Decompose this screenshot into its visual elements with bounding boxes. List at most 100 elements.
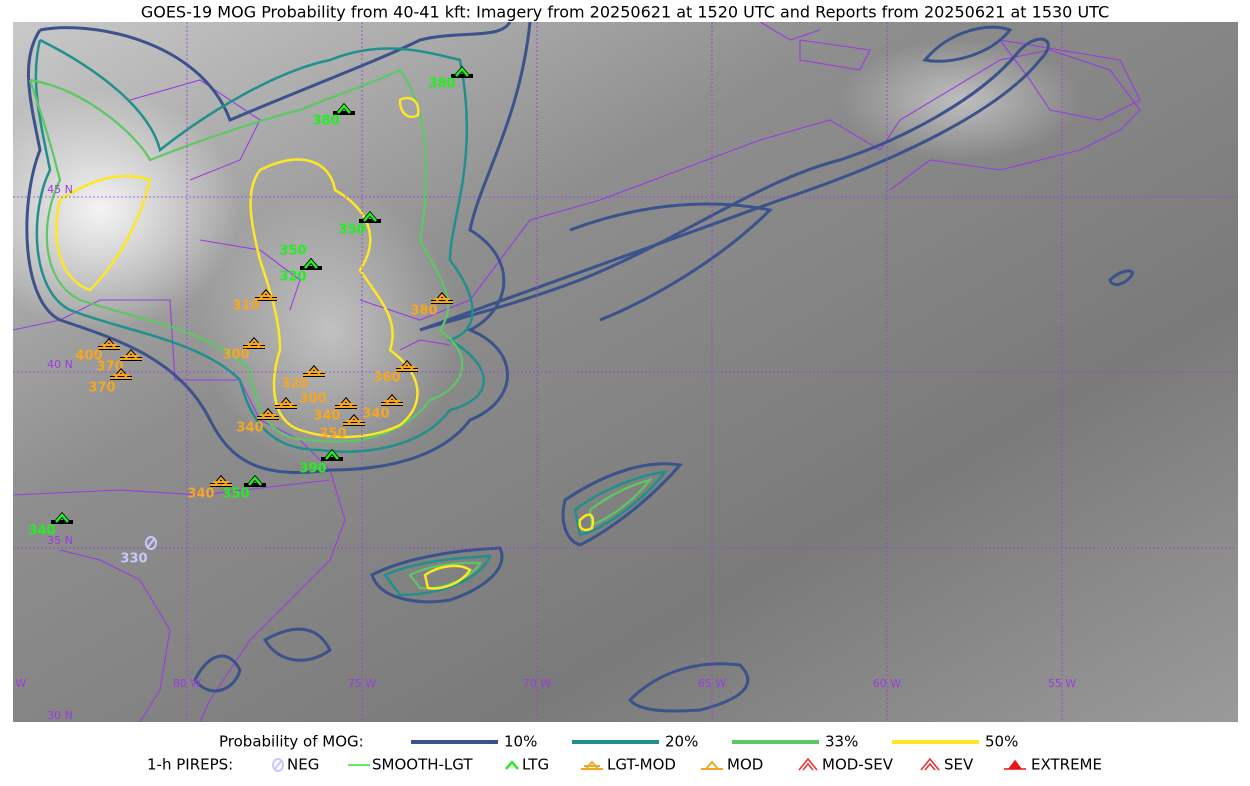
report-altitude: 340 xyxy=(187,487,214,502)
pirep-report: 350 xyxy=(338,210,381,238)
legend-label: EXTREME xyxy=(1031,756,1102,774)
legend-label: 33% xyxy=(825,733,858,751)
mod-icon xyxy=(581,760,603,770)
lon-label: 60 W xyxy=(873,677,901,690)
lon-label: 75 W xyxy=(348,677,376,690)
cloud-bright xyxy=(840,40,1080,160)
pirep-report: 340 xyxy=(187,474,232,502)
report-altitude: 350 xyxy=(319,427,346,442)
report-altitude: 340 xyxy=(362,407,389,422)
legend-label: LGT-MOD xyxy=(607,756,676,774)
lon-label: 70 W xyxy=(523,677,551,690)
pirep-report: 370 xyxy=(88,367,132,396)
report-altitude: 320 xyxy=(279,270,306,285)
neg-icon xyxy=(272,758,284,772)
ltg-icon xyxy=(55,513,69,523)
ltg-icon xyxy=(337,104,351,114)
report-altitude: 300 xyxy=(299,392,326,407)
extreme-icon xyxy=(1004,759,1026,770)
legend-label: NEG xyxy=(287,756,319,774)
pirep-report: 380 xyxy=(312,102,355,129)
ltg-icon xyxy=(505,760,519,770)
lon-label: 65 W xyxy=(698,677,726,690)
legend-label: SEV xyxy=(944,756,974,774)
neg-icon xyxy=(145,536,157,550)
report-altitude: 380 xyxy=(428,77,455,92)
mod-icon xyxy=(396,361,418,371)
neg-icon xyxy=(273,759,283,771)
pirep-report: 330 xyxy=(120,536,157,567)
report-altitude: 400 xyxy=(75,349,102,364)
report-altitude: 320 xyxy=(281,377,308,392)
legend-title: Probability of MOG: xyxy=(219,733,364,751)
mod-icon xyxy=(210,476,232,486)
report-altitude: 380 xyxy=(312,114,339,129)
mod-icon xyxy=(110,369,132,379)
pirep-report: 370 xyxy=(96,348,142,375)
mod-icon xyxy=(343,415,365,425)
map: 45 N 40 N 35 N 30 N 85 W 80 W 75 W 70 W 65 W 60 W… xyxy=(13,22,1238,722)
report-altitude: 300 xyxy=(222,348,249,363)
probability-contours xyxy=(25,22,1134,713)
mod-icon xyxy=(381,395,403,405)
mod-icon xyxy=(255,290,277,300)
report-altitude: 350 xyxy=(222,487,249,502)
pirep-report: 360 xyxy=(373,359,418,386)
sev-icon xyxy=(798,757,818,771)
pirep-report: 320 xyxy=(279,257,322,285)
report-altitude: 380 xyxy=(410,304,437,319)
legend-label: LTG xyxy=(522,756,549,774)
ltg-icon xyxy=(455,67,469,77)
legend: Probability of MOG: 1-h PIREPS: 10% 20% 33… xyxy=(147,733,1102,774)
report-altitude: 360 xyxy=(373,371,400,386)
mod-icon xyxy=(303,366,325,376)
legend-label: MOD xyxy=(727,756,763,774)
mod-icon xyxy=(431,293,453,303)
sev-icon xyxy=(920,757,940,771)
report-altitude: 340 xyxy=(313,409,340,424)
report-altitude: 350 xyxy=(279,244,306,259)
lat-label: 40 N xyxy=(47,358,73,371)
report-altitude: 350 xyxy=(338,223,365,238)
report-altitude: 390 xyxy=(299,462,326,477)
legend-label: 20% xyxy=(665,733,698,751)
pirep-report: 300 xyxy=(222,336,265,363)
report-altitude: 370 xyxy=(88,381,115,396)
legend-label: 50% xyxy=(985,733,1018,751)
mod-icon xyxy=(243,338,265,348)
report-altitude: 370 xyxy=(96,360,123,375)
pirep-report: 400 xyxy=(75,337,120,364)
mod-icon xyxy=(120,350,142,360)
graticule-labels: 45 N 40 N 35 N 30 N 85 W 80 W 75 W 70 W 65 W 60 W… xyxy=(13,183,1076,722)
lon-label: 55 W xyxy=(1048,677,1076,690)
report-altitude: 330 xyxy=(120,552,147,567)
mod-icon xyxy=(98,339,120,349)
pirep-report: 350 xyxy=(319,413,365,442)
legend-label: MOD-SEV xyxy=(822,756,894,774)
pirep-report: 350 xyxy=(222,474,266,502)
mod-icon xyxy=(701,760,723,770)
ltg-icon xyxy=(304,259,318,269)
title: GOES-19 MOG Probability from 40-41 kft: … xyxy=(141,3,1109,22)
ltg-icon xyxy=(248,476,262,486)
legend-label: 10% xyxy=(504,733,537,751)
pirep-report: 340 xyxy=(236,407,279,436)
pirep-report: 340 xyxy=(28,511,73,539)
lon-label: 80 W xyxy=(173,677,201,690)
mod-icon xyxy=(275,398,297,408)
pirep-report: 310 xyxy=(232,288,277,314)
ltg-icon xyxy=(363,212,377,222)
report-altitude: 340 xyxy=(236,421,263,436)
neg-icon xyxy=(146,537,156,549)
cloud-bright xyxy=(13,90,240,330)
legend-label: SMOOTH-LGT xyxy=(372,756,473,774)
lat-label: 30 N xyxy=(47,709,73,722)
report-altitude: 310 xyxy=(232,299,259,314)
mod-icon xyxy=(335,398,357,408)
graticule xyxy=(13,22,1238,722)
mod-icon xyxy=(257,409,279,419)
lat-label: 35 N xyxy=(47,534,73,547)
lat-label: 45 N xyxy=(47,183,73,196)
